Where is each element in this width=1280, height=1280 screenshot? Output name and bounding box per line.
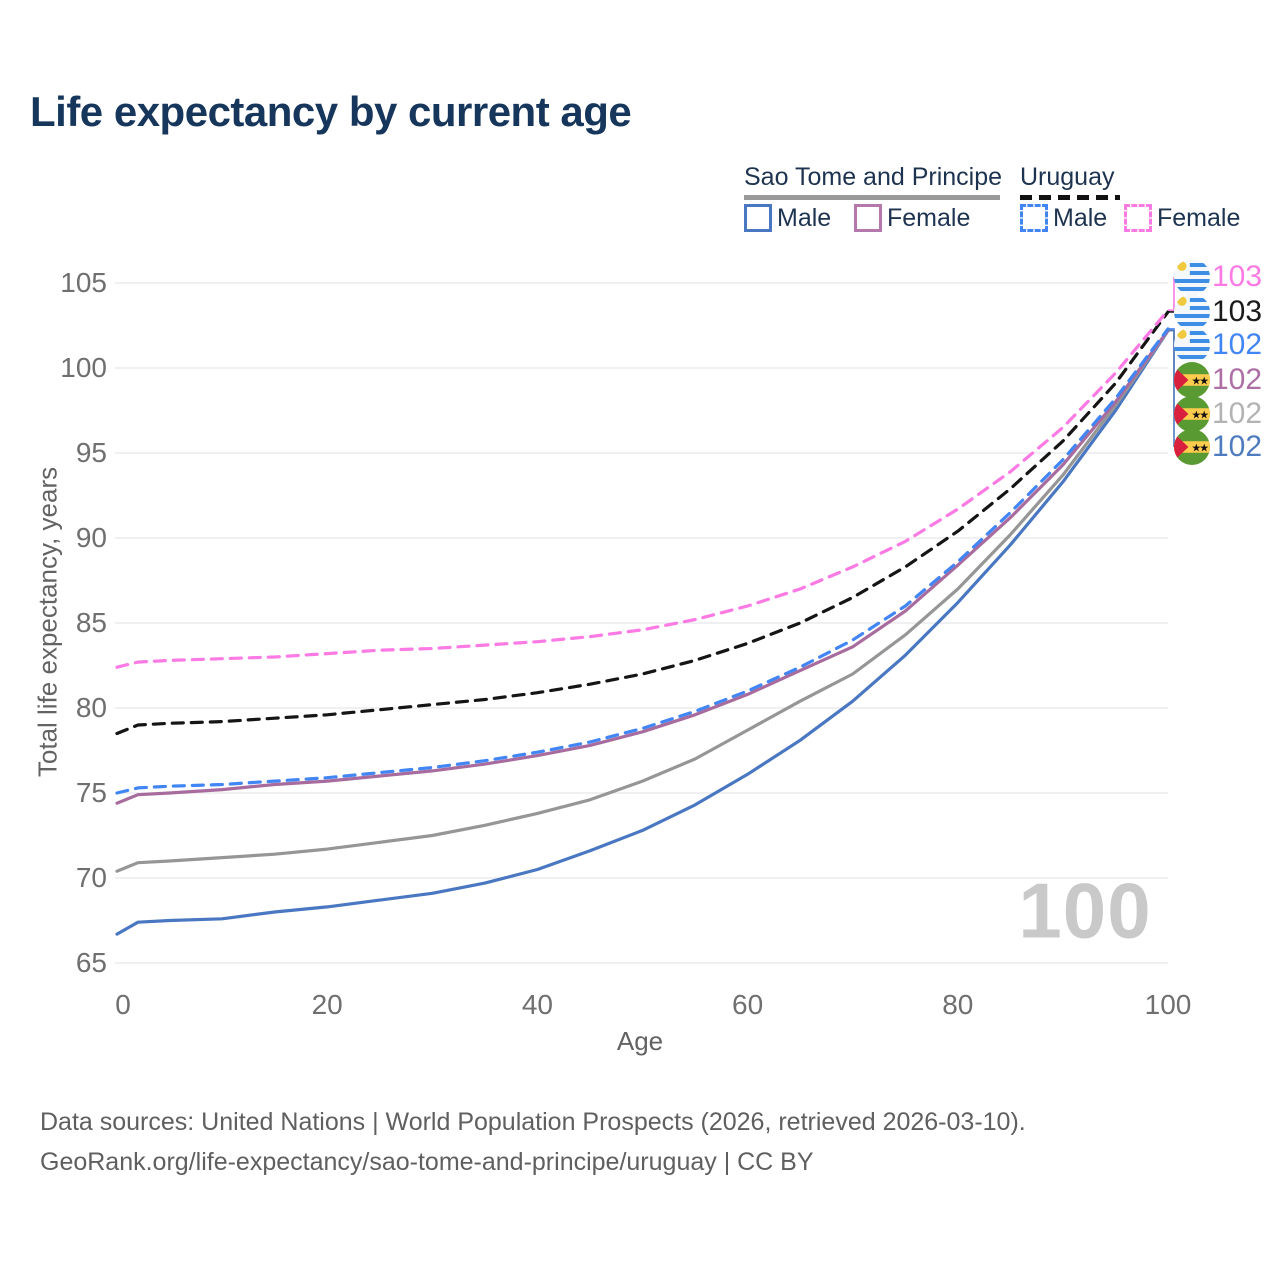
end-value-ury_female: 103 [1212,260,1263,293]
legend-item-label: Female [1157,203,1241,232]
legend-item-stp-male[interactable]: Male [744,203,831,233]
solid-swatch-icon [854,204,882,232]
y-tick-80: 80 [75,692,107,723]
sao-tome-and-principe-flag-icon: ★★ [1174,429,1210,465]
hover-age-watermark: 100 [1018,866,1152,955]
line-stp_female [115,329,1170,805]
y-tick-90: 90 [75,522,107,553]
y-tick-65: 65 [75,947,107,978]
line-ury_both [115,310,1170,736]
legend-item-stp-female[interactable]: Female [854,203,970,233]
y-tick-105: 105 [60,267,107,298]
sao-tome-and-principe-flag-icon: ★★ [1174,362,1210,398]
legend-underline-uruguay [1020,195,1120,200]
legend-item-uruguay-female[interactable]: Female [1124,203,1240,233]
y-axis-title: Total life expectancy, years [32,466,63,778]
solid-swatch-icon [744,204,772,232]
svg-text:★: ★ [1191,443,1201,455]
end-value-stp_both: 102 [1212,397,1263,430]
line-ury_male [115,327,1170,795]
end-connector-ury_female [1168,277,1175,311]
end-value-stp_female: 102 [1212,363,1263,396]
x-tick-80: 80 [942,989,974,1020]
footer-data-sources: Data sources: United Nations | World Pop… [40,1108,1026,1136]
y-tick-95: 95 [75,437,107,468]
y-tick-75: 75 [75,777,107,808]
end-connector-stp_both [1168,329,1175,414]
dashed-swatch-icon [1020,204,1048,232]
line-stp_both [115,329,1170,873]
svg-text:★: ★ [1191,376,1201,388]
line-ury_female [115,308,1170,669]
legend-item-label: Female [887,203,971,232]
y-tick-85: 85 [75,607,107,638]
x-tick-60: 60 [732,989,764,1020]
end-connector-stp_female [1168,329,1175,380]
x-tick-20: 20 [311,989,343,1020]
uruguay-flag-icon [1174,294,1210,330]
x-axis-title: Age [616,1026,664,1056]
svg-text:★: ★ [1191,410,1201,422]
legend-item-label: Male [777,203,832,232]
legend-item-uruguay-male[interactable]: Male [1020,203,1107,233]
uruguay-flag-icon [1174,259,1210,295]
y-tick-100: 100 [60,352,107,383]
x-tick-100: 100 [1144,989,1192,1020]
dashed-swatch-icon [1124,204,1152,232]
footer-attribution: GeoRank.org/life-expectancy/sao-tome-and… [40,1148,814,1176]
chart-title: Life expectancy by current age [30,88,632,135]
x-tick-0: 0 [115,989,131,1020]
legend-group-sao-tome: Sao Tome and Principe [744,163,1003,191]
end-connector-stp_male [1168,329,1175,447]
y-tick-70: 70 [75,862,107,893]
svg-text:★: ★ [1199,376,1209,388]
svg-text:★: ★ [1199,410,1209,422]
svg-text:★: ★ [1199,443,1209,455]
x-tick-40: 40 [521,989,553,1020]
legend-item-label: Male [1053,203,1108,232]
end-value-ury_male: 102 [1212,328,1263,361]
legend-group-uruguay: Uruguay [1020,163,1115,191]
end-value-ury_both: 103 [1212,295,1263,328]
end-value-stp_male: 102 [1212,430,1263,463]
line-stp_male [115,329,1170,936]
uruguay-flag-icon [1174,327,1210,363]
sao-tome-and-principe-flag-icon: ★★ [1174,396,1210,432]
legend-underline-sao-tome [744,195,1000,200]
